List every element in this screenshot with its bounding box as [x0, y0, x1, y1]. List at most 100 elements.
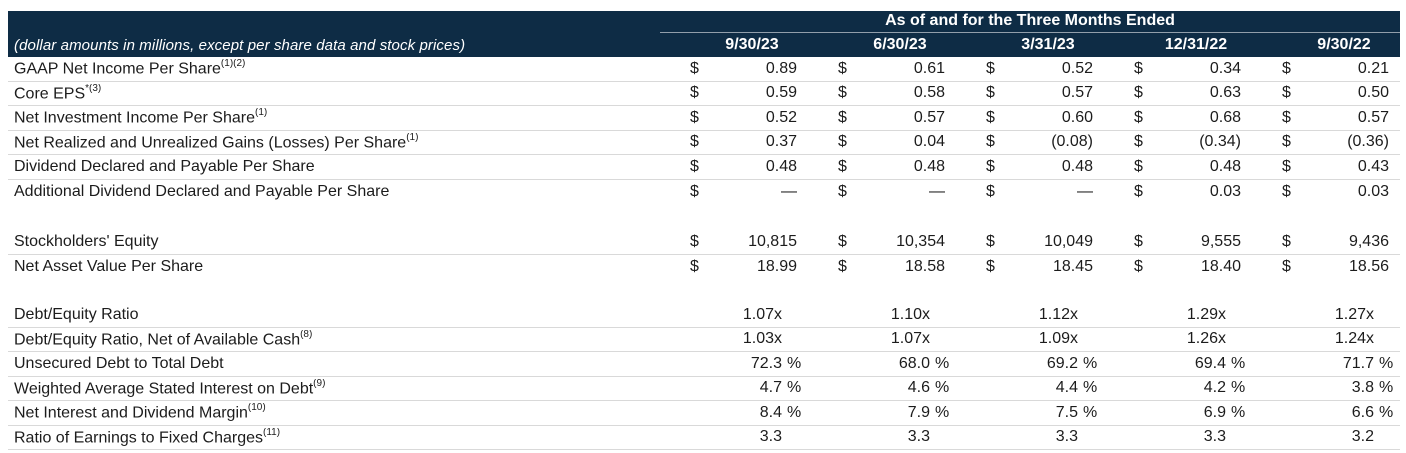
cell-value: 0.57	[1357, 108, 1389, 126]
value-cell: $0.48	[808, 158, 956, 176]
row-label: Core EPS*(3)	[8, 84, 660, 103]
cell-value: 3.3	[1203, 428, 1226, 446]
row-label-text: Net Investment Income Per Share	[14, 109, 255, 127]
cell-value: (0.08)	[1051, 133, 1093, 151]
value-cell: $ (0.34)	[1104, 133, 1252, 151]
cell-value: 18.58	[904, 257, 945, 275]
value-cell: 71.7%	[1252, 355, 1400, 373]
value-cell: 6.9%	[1104, 404, 1252, 422]
cell-value: 8.4	[759, 403, 782, 421]
unit-suffix: %	[935, 403, 950, 421]
cell-value: 0.04	[913, 133, 945, 151]
table-row: GAAP Net Income Per Share(1)(2) $0.89 $0.6…	[8, 57, 1400, 82]
cell-value: 71.7	[1342, 354, 1374, 372]
header-subtitle: (dollar amounts in millions, except per …	[14, 36, 466, 54]
currency-symbol: $	[1134, 257, 1143, 275]
table-row: Unsecured Debt to Total Debt 72.3% 68.0% 69…	[8, 352, 1400, 377]
cell-value: 0.68	[1209, 108, 1241, 126]
row-label-text: Weighted Average Stated Interest on Debt	[14, 379, 314, 397]
value-cell: 3.3	[660, 428, 808, 446]
table-row: Debt/Equity Ratio, Net of Available Cash…	[8, 328, 1400, 352]
row-label-text: Ratio of Earnings to Fixed Charges	[14, 428, 264, 446]
currency-symbol: $	[838, 157, 847, 175]
footnote-ref: (1)	[255, 108, 268, 119]
currency-symbol: $	[986, 232, 995, 250]
row-label-text: Debt/Equity Ratio, Net of Available Cash	[14, 330, 301, 348]
row-label: Net Asset Value Per Share	[8, 258, 660, 276]
cell-value: 0.61	[913, 59, 945, 77]
value-cell: $0.52	[956, 60, 1104, 78]
value-cell: 8.4%	[660, 404, 808, 422]
cell-value: 0.89	[765, 59, 797, 77]
row-label-text: Net Asset Value Per Share	[14, 257, 204, 275]
value-cell: 1.26x	[1104, 330, 1252, 348]
cell-value: 0.63	[1209, 84, 1241, 102]
table-row: Weighted Average Stated Interest on Debt…	[8, 377, 1400, 401]
value-cell: 1.07x	[660, 306, 808, 324]
currency-symbol: $	[986, 133, 995, 151]
currency-symbol: $	[1282, 232, 1291, 250]
row-label: Ratio of Earnings to Fixed Charges(11)	[8, 428, 660, 447]
value-cell: $0.43	[1252, 158, 1400, 176]
cell-value: 3.2	[1351, 428, 1374, 446]
row-label: Unsecured Debt to Total Debt	[8, 355, 660, 373]
table-row: Net Asset Value Per Share $18.99 $18.58 $18…	[8, 255, 1400, 280]
cell-value: 0.48	[1061, 157, 1093, 175]
table-row: Net Investment Income Per Share(1) $0.52 $…	[8, 106, 1400, 131]
value-cell: 69.4%	[1104, 355, 1252, 373]
unit-suffix: %	[1083, 379, 1098, 397]
table-row: Core EPS*(3) $0.59 $0.58 $0.57 $0.63 $0.50	[8, 82, 1400, 106]
row-label: Net Realized and Unrealized Gains (Losse…	[8, 133, 660, 152]
header-title-row: As of and for the Three Months Ended	[8, 11, 1400, 33]
unit-suffix: %	[787, 354, 802, 372]
column-header: 6/30/23	[873, 36, 927, 53]
cell-value: (0.36)	[1347, 133, 1389, 151]
cell-value: 1.27x	[1334, 305, 1374, 323]
cell-value: 72.3	[750, 354, 782, 372]
cell-value: 1.09x	[1038, 330, 1078, 348]
currency-symbol: $	[690, 84, 699, 102]
row-label-text: Net Interest and Dividend Margin	[14, 404, 248, 422]
cell-value: 6.6	[1351, 403, 1374, 421]
value-cell: $10,354	[808, 233, 956, 251]
cell-value: 4.7	[759, 379, 782, 397]
row-label: Dividend Declared and Payable Per Share	[8, 158, 660, 176]
value-cell: $0.63	[1104, 84, 1252, 102]
value-cell: 3.3	[808, 428, 956, 446]
value-cell: $0.21	[1252, 60, 1400, 78]
footnote-ref: (1)	[406, 132, 419, 143]
table-row: Net Realized and Unrealized Gains (Losse…	[8, 131, 1400, 155]
value-cell: $0.03	[1252, 183, 1400, 201]
cell-value: 0.48	[913, 157, 945, 175]
value-cell: $0.89	[660, 60, 808, 78]
value-cell: $ —	[808, 183, 956, 201]
cell-value: 4.6	[907, 379, 930, 397]
row-label-text: Unsecured Debt to Total Debt	[14, 354, 224, 372]
currency-symbol: $	[1134, 133, 1143, 151]
currency-symbol: $	[1282, 84, 1291, 102]
cell-value: 7.9	[907, 403, 930, 421]
cell-value: 3.3	[1055, 428, 1078, 446]
value-cell: 1.10x	[808, 306, 956, 324]
unit-suffix: %	[1231, 403, 1246, 421]
cell-value: —	[929, 182, 945, 200]
value-cell: 1.03x	[660, 330, 808, 348]
value-cell: 4.4%	[956, 379, 1104, 397]
currency-symbol: $	[838, 232, 847, 250]
value-cell: $0.59	[660, 84, 808, 102]
cell-value: 0.43	[1357, 157, 1389, 175]
footnote-ref: *(3)	[85, 83, 102, 94]
table-row: Additional Dividend Declared and Payable…	[8, 180, 1400, 205]
value-cell: $0.58	[808, 84, 956, 102]
cell-value: 3.3	[907, 428, 930, 446]
column-header: 3/31/23	[1021, 36, 1075, 53]
unit-suffix: %	[1083, 403, 1098, 421]
value-cell: 7.5%	[956, 404, 1104, 422]
currency-symbol: $	[1282, 108, 1291, 126]
row-label-text: Debt/Equity Ratio	[14, 305, 139, 323]
cell-value: 3.8	[1351, 379, 1374, 397]
cell-value: 3.3	[759, 428, 782, 446]
value-cell: $0.57	[956, 84, 1104, 102]
cell-value: 69.2	[1046, 354, 1078, 372]
row-label: Additional Dividend Declared and Payable…	[8, 183, 660, 201]
